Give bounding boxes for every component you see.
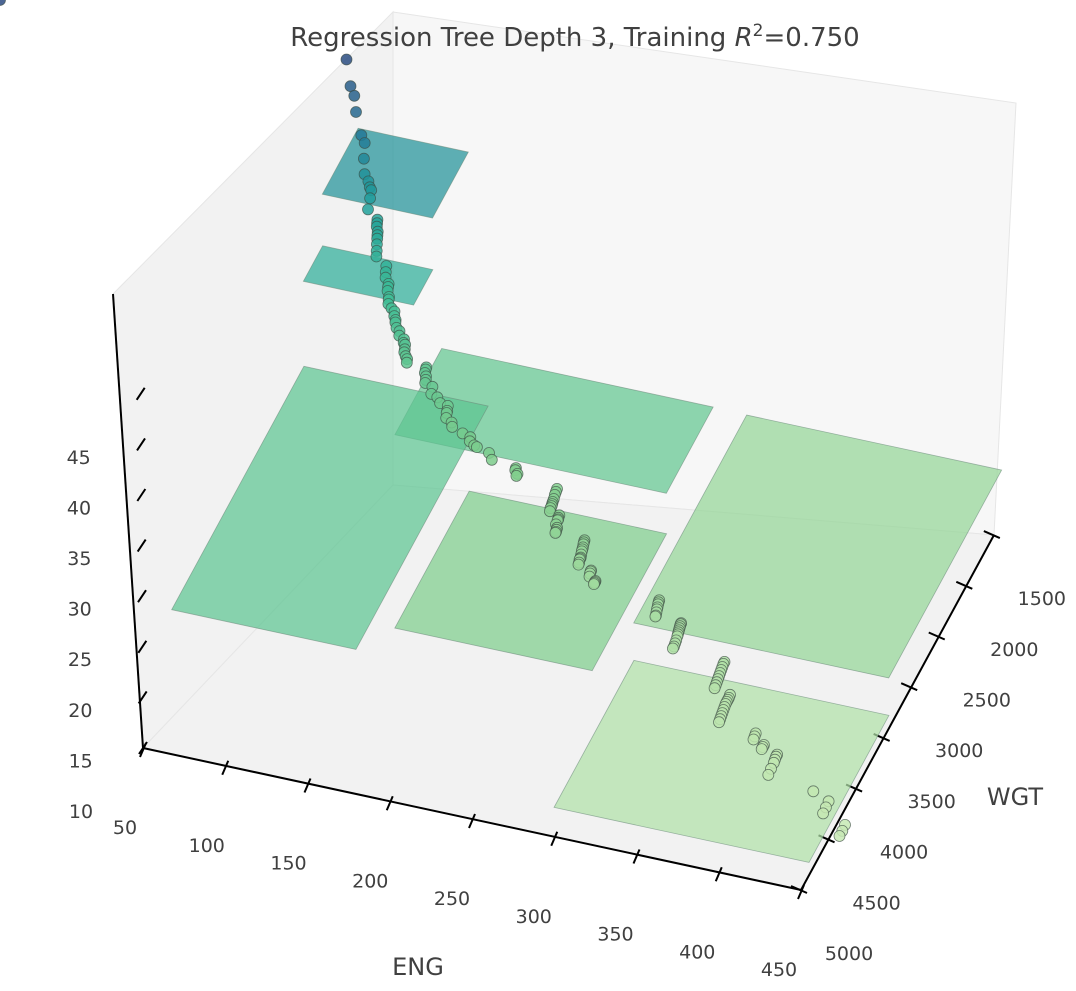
x-tick-mark <box>385 795 394 811</box>
z-axis-line <box>112 293 144 749</box>
z-tick-mark <box>136 539 147 553</box>
y-tick-label: 4500 <box>852 892 900 914</box>
y-tick-label: 5000 <box>825 943 873 965</box>
y-tick-label: 3500 <box>907 791 955 813</box>
data-point <box>470 441 483 454</box>
leaf-surface <box>553 659 890 863</box>
x-tick-mark <box>714 866 723 882</box>
data-points <box>0 0 851 842</box>
data-point <box>713 716 725 729</box>
y-tick-mark <box>983 530 1001 540</box>
data-point <box>485 453 498 466</box>
x-tick-label: 100 <box>189 835 225 857</box>
x-tick-mark <box>797 884 805 900</box>
data-point <box>400 356 413 369</box>
z-tick-mark <box>137 589 147 603</box>
data-point <box>370 250 383 263</box>
x-tick-label: 300 <box>516 906 552 928</box>
z-tick-mark <box>137 640 148 654</box>
x-tick-mark <box>632 849 641 864</box>
x-axis-label: ENG <box>392 953 444 981</box>
data-point <box>747 733 760 746</box>
data-point <box>357 152 370 165</box>
data-point <box>755 743 768 755</box>
data-point <box>667 642 679 655</box>
y-tick-mark <box>900 682 918 692</box>
z-tick-label: 15 <box>69 750 93 772</box>
data-point <box>350 106 362 118</box>
x-tick-label: 400 <box>679 941 715 963</box>
z-tick-label: 10 <box>69 801 93 823</box>
x-tick-label: 450 <box>761 959 797 981</box>
y-tick-label: 2000 <box>990 639 1038 661</box>
data-point <box>649 610 662 623</box>
data-point <box>348 89 361 102</box>
y-tick-label: 2500 <box>963 690 1011 712</box>
z-tick-label: 45 <box>67 447 91 469</box>
data-point <box>364 192 377 205</box>
chart-title: Regression Tree Depth 3, Training R2=0.7… <box>290 21 859 53</box>
z-tick-label: 35 <box>67 548 91 570</box>
data-point <box>572 558 585 571</box>
leaf-surface <box>302 245 434 306</box>
x-tick-mark <box>468 813 476 829</box>
data-point <box>446 420 459 433</box>
y-tick-label: 1500 <box>1018 588 1066 610</box>
tick-labels: 50 100 150 200 250 300 350 400 450 1500 2000 2500 30… <box>67 447 1066 981</box>
z-tick-label: 40 <box>67 497 91 519</box>
leaf-surface <box>321 127 469 219</box>
leaf-surface <box>394 490 668 672</box>
x-tick-mark <box>221 760 230 776</box>
x-tick-label: 200 <box>352 870 388 892</box>
data-point <box>817 807 829 820</box>
x-tick-mark <box>303 778 312 793</box>
data-point <box>362 203 374 216</box>
z-tick-mark <box>135 387 146 401</box>
z-tick-label: 25 <box>68 649 92 671</box>
y-tick-mark <box>928 631 946 641</box>
z-tick-mark <box>138 741 148 755</box>
data-point <box>708 682 721 695</box>
data-point <box>807 785 820 798</box>
x-tick-mark <box>550 831 559 847</box>
leaf-surface <box>633 414 1003 679</box>
y-tick-label: 4000 <box>880 842 928 864</box>
data-point <box>510 469 523 482</box>
y-tick-mark <box>955 580 973 590</box>
data-point <box>340 53 353 66</box>
z-tick-label: 20 <box>68 700 92 722</box>
x-tick-label: 350 <box>597 924 633 946</box>
data-point <box>833 830 846 842</box>
data-point <box>358 137 371 149</box>
data-point <box>762 769 775 781</box>
leaf-surfaces <box>171 127 1003 863</box>
data-point <box>588 578 600 590</box>
x-tick-label: 250 <box>434 888 470 910</box>
z-tick-label: 30 <box>68 599 92 621</box>
z-tick-mark <box>136 437 146 451</box>
y-axis-label: WGT <box>987 783 1043 811</box>
y-axis-line <box>800 534 995 891</box>
data-point <box>0 0 6 6</box>
x-tick-label: 150 <box>270 853 306 875</box>
z-tick-mark <box>136 488 147 502</box>
x-tick-label: 50 <box>113 817 137 839</box>
z-tick-mark <box>137 690 148 704</box>
y-tick-mark <box>790 885 808 894</box>
y-tick-label: 3000 <box>935 740 983 762</box>
data-point <box>549 527 562 539</box>
